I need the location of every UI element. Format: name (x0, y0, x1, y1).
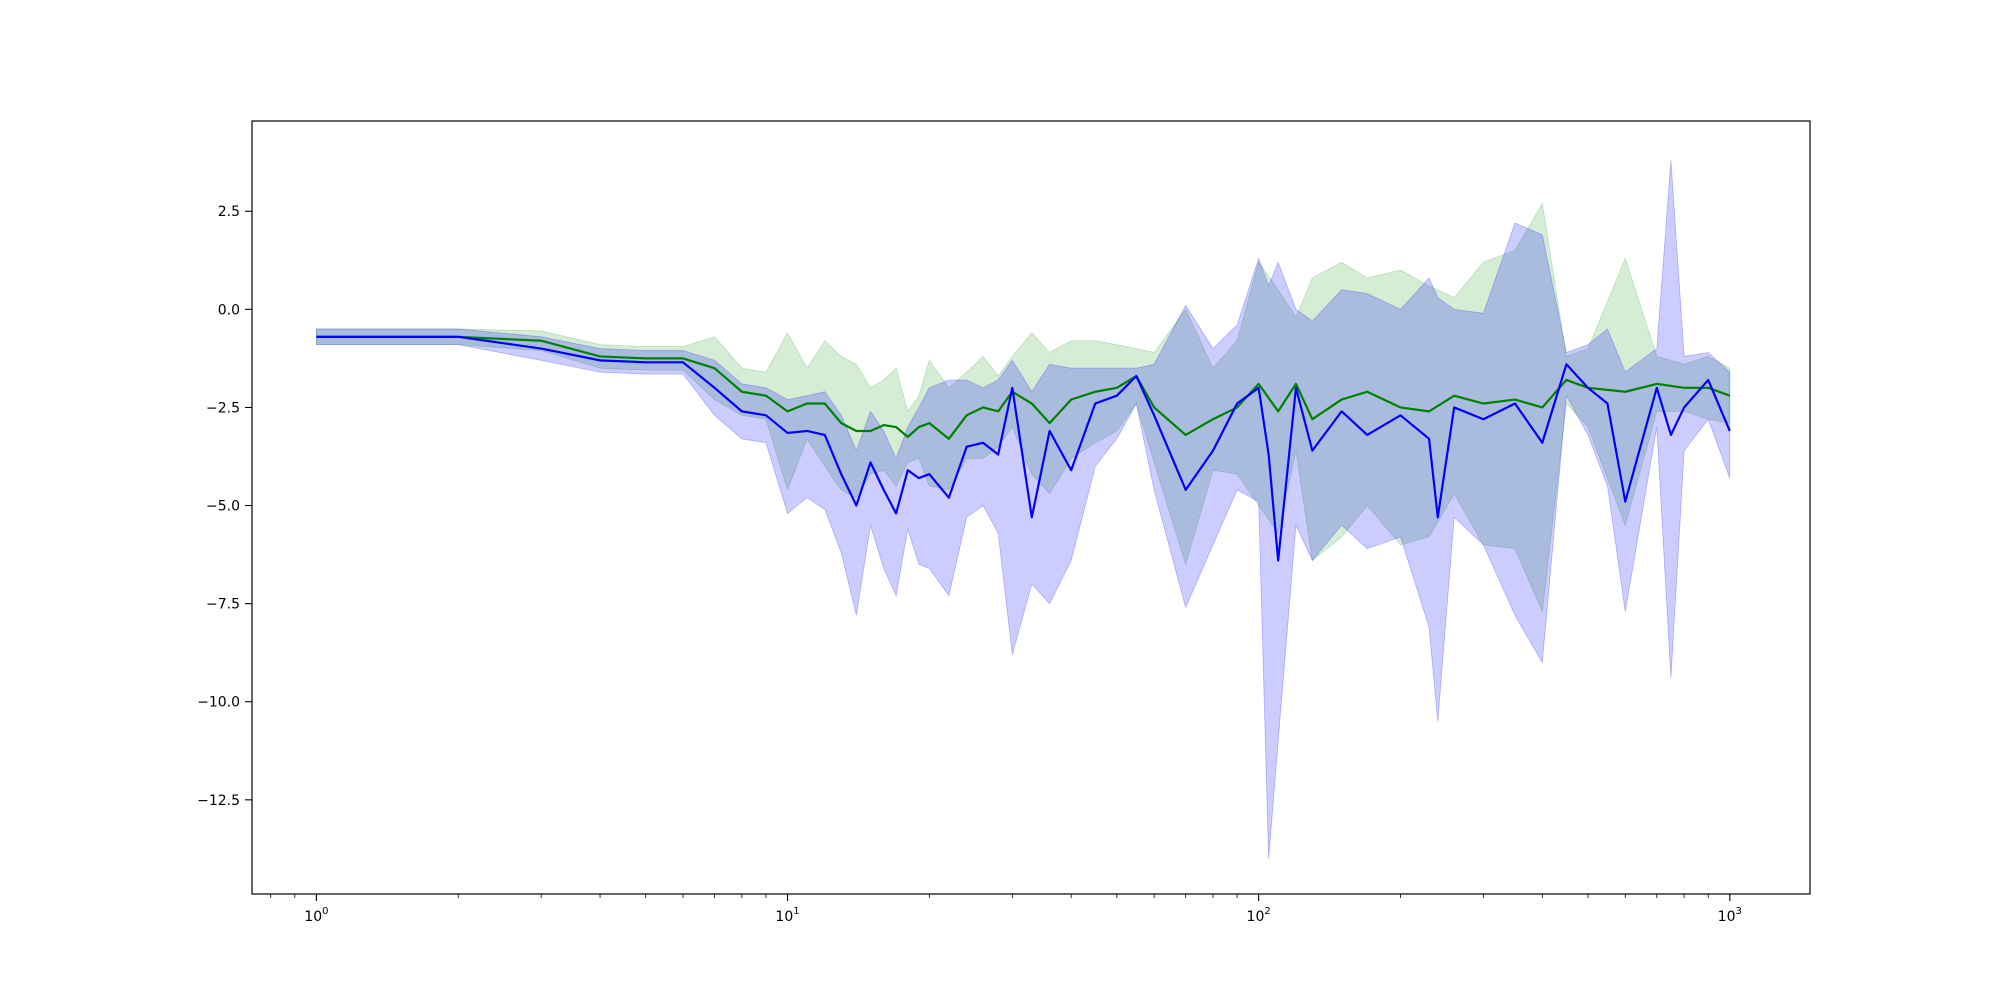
y-tick-label: 2.5 (218, 204, 240, 220)
y-tick-label: −2.5 (206, 400, 240, 416)
y-tick-label: −7.5 (206, 597, 240, 613)
y-tick-label: −10.0 (197, 695, 240, 711)
y-axis: 2.5 0.0 −2.5 −5.0 −7.5 −10.0 −12.5 (197, 204, 252, 809)
confidence-bands (315, 160, 1731, 859)
y-tick-label: −5.0 (206, 499, 240, 515)
series-1-band (315, 160, 1731, 859)
series-1-line (316, 335, 1731, 562)
x-tick-label: 100 (304, 906, 328, 925)
series-lines (316, 335, 1731, 562)
x-axis: 100 101 102 103 (270, 894, 1742, 925)
y-tick-label: −12.5 (197, 793, 240, 809)
y-tick-label: 0.0 (218, 302, 240, 318)
series-0-line (316, 335, 1731, 440)
x-tick-label: 102 (1247, 906, 1271, 925)
plot-frame (251, 120, 1811, 895)
x-tick-label: 103 (1718, 906, 1742, 925)
series-0-band (315, 202, 1731, 614)
x-tick-label: 101 (775, 906, 799, 925)
